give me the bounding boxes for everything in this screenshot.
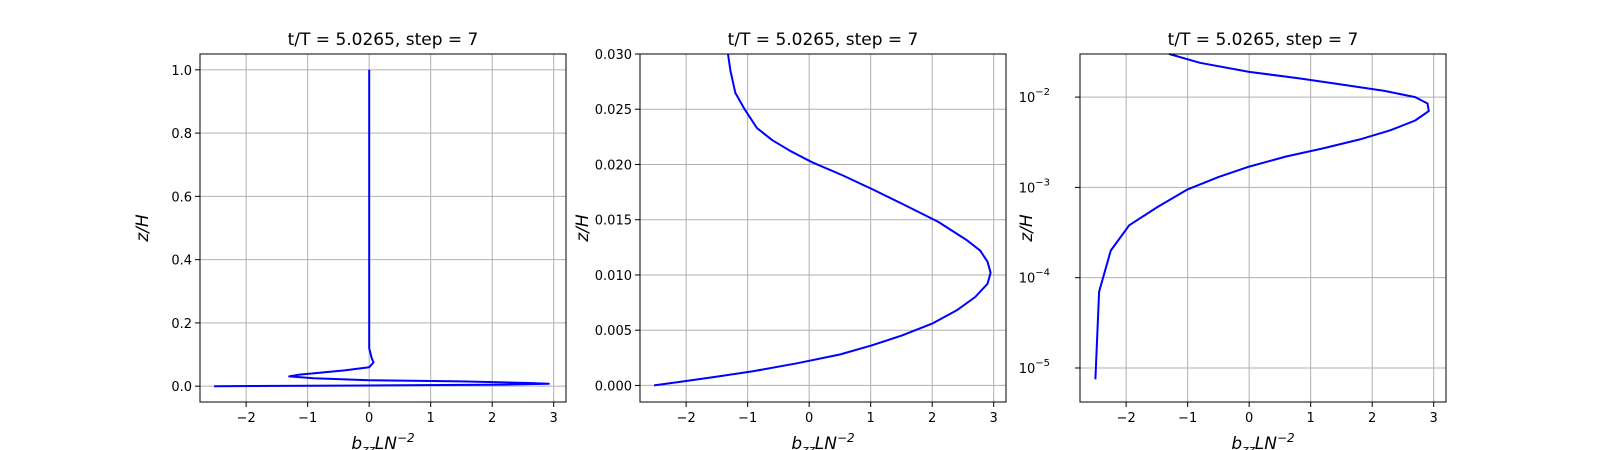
- y-tick-label: 0.025: [595, 103, 632, 118]
- plot-frame: [1079, 53, 1447, 403]
- y-tick-label: 0.010: [595, 269, 632, 284]
- x-axis-label: bzzLN−2: [351, 431, 414, 450]
- y-tick-label: 0.4: [171, 254, 192, 269]
- y-tick-label: 1.0: [171, 64, 192, 79]
- x-tick-label: −1: [1178, 411, 1197, 426]
- y-axis-label: z/H: [1017, 214, 1037, 243]
- x-tick-label: −2: [237, 411, 256, 426]
- subplot-title: t/T = 5.0265, step = 7: [1168, 30, 1359, 50]
- subplot-title: t/T = 5.0265, step = 7: [288, 30, 479, 50]
- series-line: [653, 53, 992, 387]
- y-tick-label: 0.020: [595, 158, 632, 173]
- x-tick-label: −1: [738, 411, 757, 426]
- data-layer: [214, 69, 550, 388]
- y-tick-label: 0.015: [595, 214, 632, 229]
- x-tick-label: 0: [1245, 411, 1253, 426]
- plot-frame: [199, 53, 567, 403]
- ticks: −2 −1 0 1 2 3 0.000 0.005 0.010 0.015 0.020 0.025 0.…: [595, 48, 998, 426]
- x-tick-label: 2: [488, 411, 496, 426]
- y-tick-label: 0.030: [595, 48, 632, 63]
- x-tick-label: 0: [365, 411, 373, 426]
- y-axis-label: z/H: [133, 214, 153, 243]
- x-axis-label: bzzLN−2: [1231, 431, 1294, 450]
- x-tick-label: 1: [1307, 411, 1315, 426]
- y-tick-label: 0.005: [595, 324, 632, 339]
- y-tick-label: 0.000: [595, 379, 632, 394]
- x-tick-label: 1: [867, 411, 875, 426]
- subplot-log: −2 −1 0 1 2 310−510−410−310−2 t/T = 5.0265, s…: [1017, 30, 1447, 450]
- x-tick-label: 3: [1430, 411, 1438, 426]
- y-tick-label: 0.6: [171, 190, 192, 205]
- y-tick-label: 0.2: [171, 317, 192, 332]
- x-tick-label: 2: [928, 411, 936, 426]
- ticks: −2 −1 0 1 2 3 0.0 0.2 0.4 0.6 0.8 1.0: [171, 64, 558, 426]
- plot-frame: [639, 53, 1007, 403]
- x-tick-label: −2: [677, 411, 696, 426]
- y-tick-label: 0.0: [171, 380, 192, 395]
- data-layer: [653, 53, 992, 387]
- y-axis-label: z/H: [573, 214, 593, 243]
- x-tick-label: 3: [550, 411, 558, 426]
- grid: [1080, 54, 1446, 402]
- subplot-linear-zoom: −2 −1 0 1 2 3 0.000 0.005 0.010 0.015 0.020 0.025 0.…: [573, 30, 1007, 450]
- series-line: [1094, 53, 1430, 380]
- subplot-title: t/T = 5.0265, step = 7: [728, 30, 919, 50]
- subplot-linear-full: −2 −1 0 1 2 3 0.0 0.2 0.4 0.6 0.8 1.0 t/T = 5.0265,…: [133, 30, 567, 450]
- data-layer: [1094, 53, 1430, 380]
- x-tick-label: −1: [298, 411, 317, 426]
- y-tick-label: 0.8: [171, 127, 192, 142]
- x-tick-label: 3: [990, 411, 998, 426]
- x-tick-label: 2: [1368, 411, 1376, 426]
- ticks: −2 −1 0 1 2 310−510−410−310−2: [1019, 87, 1438, 426]
- series-line: [214, 69, 550, 388]
- x-tick-label: 0: [805, 411, 813, 426]
- x-tick-label: 1: [427, 411, 435, 426]
- x-axis-label: bzzLN−2: [791, 431, 854, 450]
- x-tick-label: −2: [1117, 411, 1136, 426]
